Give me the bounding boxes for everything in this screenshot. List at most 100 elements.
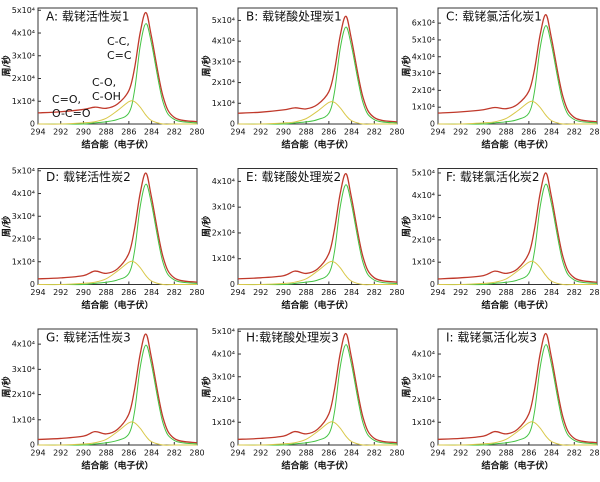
y-tick-label: 3x10⁴	[412, 69, 435, 78]
x-tick-label: 292	[253, 128, 268, 137]
y-tick-label: 3x10⁴	[412, 372, 435, 381]
y-tick-label: 0	[230, 120, 235, 129]
series-line	[237, 101, 397, 125]
x-axis-label: 结合能（电子伏）	[281, 299, 353, 311]
y-tick-label: 3x10⁴	[212, 57, 235, 66]
y-tick-label: 4x10⁴	[12, 29, 35, 38]
series-line	[437, 100, 597, 125]
x-axis-label: 结合能（电子伏）	[81, 139, 153, 151]
y-tick-label: 4x10⁴	[212, 350, 235, 359]
x-tick-label: 282	[567, 288, 582, 297]
series-line	[38, 344, 198, 446]
series-line	[238, 344, 398, 446]
y-tick-label: 2x10⁴	[212, 228, 235, 237]
panel-title: A: 载铑活性炭1	[46, 10, 130, 24]
x-tick-label: 286	[121, 128, 136, 137]
x-tick-label: 286	[321, 288, 336, 297]
x-tick-label: 290	[276, 449, 291, 458]
x-axis-label: 结合能（电子伏）	[81, 299, 153, 311]
y-tick-label: 5x10⁴	[212, 16, 235, 25]
x-tick-label: 294	[230, 449, 245, 458]
x-tick-label: 290	[476, 449, 491, 458]
y-axis-label: 周/秒	[401, 376, 413, 397]
y-tick-label: 2x10⁴	[412, 395, 435, 404]
x-tick-label: 282	[167, 288, 182, 297]
x-tick-label: 294	[230, 128, 245, 137]
x-tick-label: 288	[499, 449, 514, 458]
x-tick-label: 286	[521, 128, 536, 137]
y-tick-label: 1x10⁴	[12, 415, 35, 424]
annotation: C-OH	[92, 90, 121, 103]
x-tick-label: 294	[430, 128, 445, 137]
x-tick-label: 280	[589, 288, 600, 297]
x-tick-label: 284	[144, 449, 159, 458]
y-tick-label: 1x10⁴	[412, 418, 435, 427]
y-tick-label: 1x10⁴	[212, 418, 235, 427]
series-line	[37, 333, 198, 444]
x-tick-label: 294	[30, 128, 45, 137]
x-tick-label: 294	[430, 449, 445, 458]
x-tick-label: 288	[499, 128, 514, 137]
annotation: C=C	[107, 49, 132, 62]
y-tick-label: 5x10⁴	[412, 168, 435, 177]
plot-frame	[37, 168, 198, 285]
x-tick-label: 290	[76, 128, 91, 137]
x-tick-label: 286	[121, 288, 136, 297]
x-axis-label: 结合能（电子伏）	[481, 299, 553, 311]
panel-title: E: 载铑酸处理炭2	[246, 169, 341, 184]
y-tick-label: 5x10⁴	[12, 6, 35, 15]
y-tick-label: 6x10⁴	[412, 19, 435, 28]
series-line	[437, 14, 598, 123]
x-axis-label: 结合能（电子伏）	[481, 460, 553, 472]
x-tick-label: 284	[144, 128, 159, 137]
x-tick-label: 288	[499, 288, 514, 297]
x-tick-label: 288	[299, 288, 314, 297]
x-tick-label: 292	[453, 449, 468, 458]
x-tick-label: 292	[53, 128, 68, 137]
y-tick-label: 3x10⁴	[12, 365, 35, 374]
series-line	[437, 332, 598, 444]
series-line	[238, 26, 398, 125]
x-tick-label: 280	[589, 128, 600, 137]
x-tick-label: 292	[453, 288, 468, 297]
series-line	[37, 100, 197, 125]
x-axis-label: 结合能（电子伏）	[281, 460, 353, 472]
x-tick-label: 282	[367, 288, 382, 297]
y-tick-label: 4x10⁴	[412, 191, 435, 200]
x-tick-label: 294	[30, 449, 45, 458]
panel-title: C: 载铑氯活化炭1	[446, 10, 542, 24]
series-line	[437, 172, 598, 283]
y-tick-label: 0	[30, 441, 35, 450]
x-tick-label: 292	[53, 449, 68, 458]
x-tick-label: 280	[189, 288, 204, 297]
x-tick-label: 290	[276, 288, 291, 297]
y-tick-label: 5x10⁴	[212, 327, 235, 336]
x-axis-label: 结合能（电子伏）	[281, 139, 353, 151]
x-tick-label: 286	[321, 128, 336, 137]
y-tick-label: 2x10⁴	[12, 74, 35, 83]
x-tick-label: 282	[567, 449, 582, 458]
series-line	[37, 260, 197, 286]
x-tick-label: 290	[76, 288, 91, 297]
y-tick-label: 0	[230, 441, 235, 450]
y-tick-label: 3x10⁴	[212, 203, 235, 212]
panel-title: G: 载铑活性炭3	[46, 331, 131, 345]
y-tick-label: 4x10⁴	[412, 52, 435, 61]
y-tick-label: 5x10⁴	[12, 166, 35, 175]
y-tick-label: 1x10⁴	[212, 99, 235, 108]
y-axis-label: 周/秒	[1, 216, 13, 237]
series-line	[238, 184, 398, 286]
x-tick-label: 284	[344, 449, 359, 458]
plot-frame	[37, 7, 198, 125]
y-tick-label: 0	[430, 280, 435, 289]
x-tick-label: 286	[321, 449, 336, 458]
x-tick-label: 286	[521, 449, 536, 458]
y-tick-label: 2x10⁴	[212, 78, 235, 87]
y-tick-label: 1x10⁴	[12, 257, 35, 266]
series-line	[37, 421, 197, 446]
x-tick-label: 290	[476, 128, 491, 137]
x-tick-label: 288	[299, 449, 314, 458]
x-tick-label: 284	[544, 449, 559, 458]
panel-title: F: 载铑氯活化炭2	[446, 170, 539, 184]
